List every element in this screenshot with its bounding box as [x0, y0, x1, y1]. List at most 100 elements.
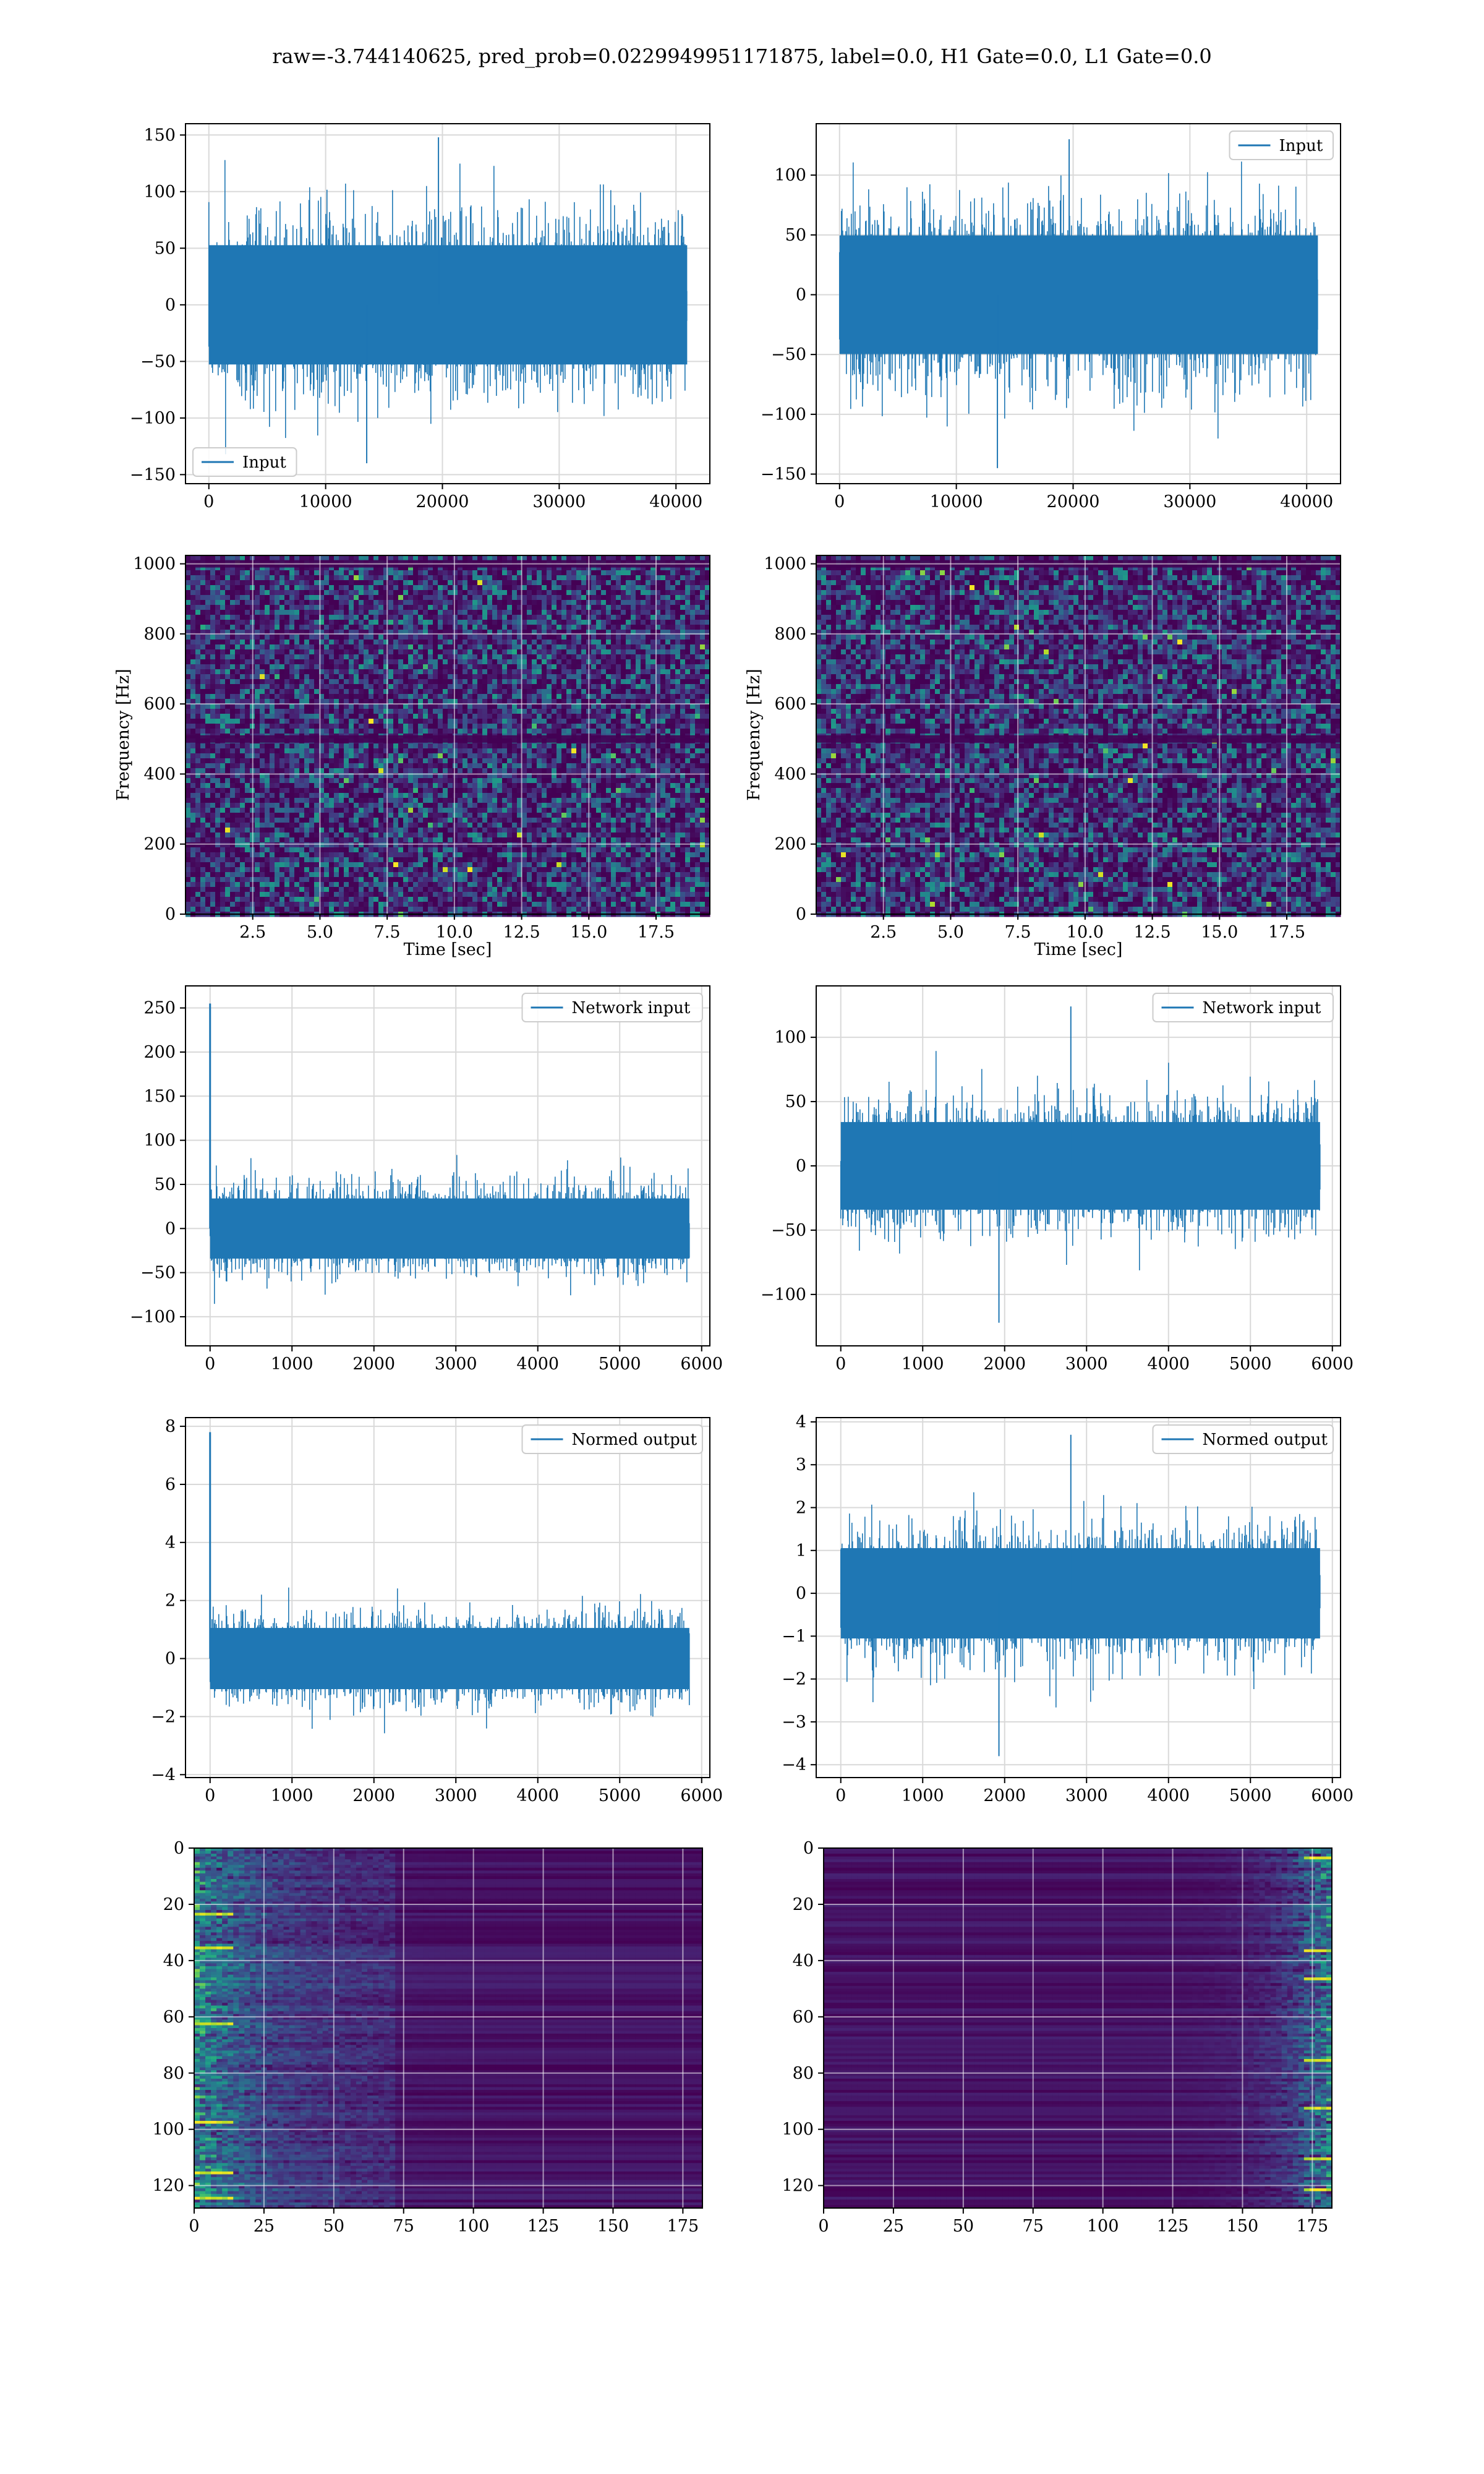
- heatmap-cell: [210, 719, 216, 724]
- heatmap-cell: [685, 684, 691, 690]
- heatmap-cell: [354, 709, 359, 714]
- heatmap-cell: [398, 590, 404, 596]
- heatmap-cell: [235, 600, 241, 606]
- heatmap-cell: [571, 555, 577, 561]
- heatmap-cell: [507, 753, 513, 759]
- heatmap-cell: [240, 625, 245, 630]
- heatmap-cell: [319, 649, 325, 655]
- heatmap-cell: [299, 659, 305, 665]
- heatmap-cell: [537, 724, 542, 729]
- heatmap-cell: [373, 699, 379, 704]
- heatmap-cell: [225, 729, 231, 734]
- heatmap-cell: [279, 669, 285, 675]
- heatmap-cell: [467, 763, 473, 769]
- heatmap-cell: [596, 595, 602, 601]
- heatmap-cell: [369, 689, 374, 695]
- heatmap-cell: [339, 615, 344, 620]
- heatmap-cell: [433, 669, 438, 675]
- heatmap-cell: [636, 615, 641, 620]
- heatmap-cell: [235, 783, 241, 789]
- heatmap-cell: [680, 674, 686, 680]
- heatmap-cell: [398, 679, 404, 685]
- heatmap-cell: [467, 714, 473, 719]
- heatmap-cell: [507, 704, 513, 709]
- heatmap-cell: [275, 709, 280, 714]
- heatmap-cell: [235, 724, 241, 729]
- heatmap-cell: [502, 704, 508, 709]
- heatmap-cell: [502, 610, 508, 615]
- heatmap-cell: [596, 600, 602, 606]
- heatmap-cell: [260, 654, 265, 660]
- heatmap-cell: [477, 674, 483, 680]
- heatmap-cell: [502, 689, 508, 695]
- heatmap-cell: [581, 679, 587, 685]
- heatmap-cell: [601, 669, 607, 675]
- heatmap-cell: [453, 743, 458, 749]
- heatmap-cell: [547, 585, 552, 591]
- heatmap-cell: [547, 753, 552, 759]
- heatmap-cell: [705, 674, 710, 680]
- heatmap-cell: [556, 669, 562, 675]
- heatmap-cell: [299, 605, 305, 610]
- heatmap-cell: [646, 704, 651, 709]
- heatmap-cell: [299, 644, 305, 650]
- heatmap-cell: [690, 694, 696, 700]
- heatmap-cell: [388, 748, 394, 754]
- heatmap-cell: [448, 615, 453, 620]
- heatmap-cell: [507, 748, 513, 754]
- heatmap-cell: [388, 768, 394, 774]
- heatmap-cell: [304, 610, 310, 615]
- heatmap-cell: [364, 704, 369, 709]
- heatmap-cell: [220, 575, 226, 581]
- heatmap-cell: [200, 709, 206, 714]
- heatmap-cell: [403, 719, 409, 724]
- heatmap-cell: [369, 570, 374, 576]
- heatmap-cell: [383, 674, 389, 680]
- heatmap-cell: [463, 748, 468, 754]
- heatmap-cell: [616, 674, 621, 680]
- heatmap-cell: [339, 783, 344, 789]
- heatmap-cell: [418, 669, 424, 675]
- heatmap-cell: [230, 630, 236, 635]
- heatmap-cell: [690, 709, 696, 714]
- heatmap-cell: [433, 714, 438, 719]
- heatmap-cell: [631, 758, 636, 764]
- heatmap-cell: [428, 565, 433, 571]
- heatmap-cell: [482, 699, 488, 704]
- heatmap-cell: [279, 763, 285, 769]
- heatmap-cell: [398, 763, 404, 769]
- heatmap-cell: [235, 679, 241, 685]
- heatmap-cell: [458, 575, 463, 581]
- heatmap-cell: [566, 620, 572, 625]
- heatmap-cell: [383, 654, 389, 660]
- heatmap-cell: [507, 773, 513, 779]
- heatmap-cell: [190, 640, 196, 645]
- heatmap-cell: [413, 659, 419, 665]
- heatmap-cell: [665, 600, 671, 606]
- heatmap-cell: [378, 644, 384, 650]
- heatmap-cell: [260, 610, 265, 615]
- heatmap-cell: [556, 684, 562, 690]
- heatmap-cell: [581, 669, 587, 675]
- heatmap-cell: [190, 748, 196, 754]
- heatmap-cell: [383, 590, 389, 596]
- heatmap-cell: [705, 635, 710, 640]
- heatmap-cell: [477, 758, 483, 764]
- heatmap-cell: [700, 773, 706, 779]
- heatmap-cell: [235, 709, 241, 714]
- heatmap-cell: [581, 635, 587, 640]
- heatmap-cell: [522, 649, 527, 655]
- heatmap-cell: [260, 555, 265, 561]
- heatmap-cell: [260, 674, 265, 680]
- heatmap-cell: [195, 729, 201, 734]
- heatmap-cell: [458, 729, 463, 734]
- heatmap-cell: [344, 748, 349, 754]
- heatmap-cell: [527, 719, 532, 724]
- heatmap-cell: [571, 768, 577, 774]
- heatmap-cell: [190, 719, 196, 724]
- heatmap-cell: [522, 753, 527, 759]
- heatmap-cell: [611, 694, 616, 700]
- heatmap-cell: [537, 704, 542, 709]
- heatmap-cell: [289, 600, 295, 606]
- heatmap-cell: [225, 659, 231, 665]
